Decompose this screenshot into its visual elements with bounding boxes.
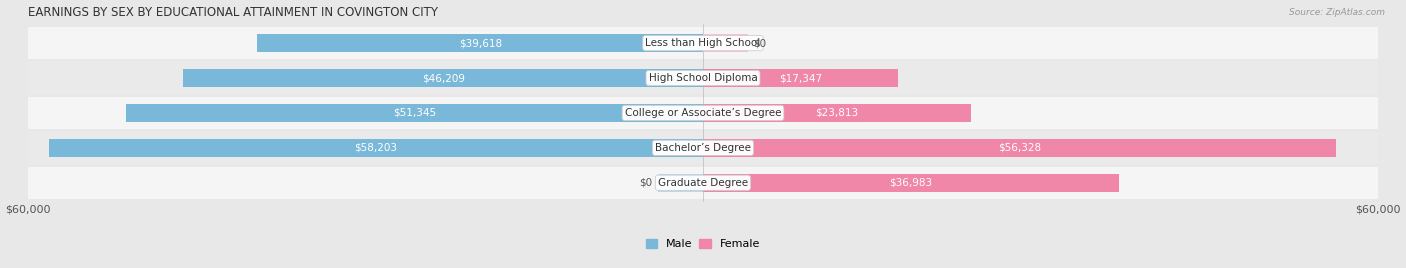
- Text: $58,203: $58,203: [354, 143, 398, 153]
- Text: $17,347: $17,347: [779, 73, 823, 83]
- Bar: [125, 104, 703, 122]
- Bar: [183, 69, 703, 87]
- Text: High School Diploma: High School Diploma: [648, 73, 758, 83]
- Bar: [28, 167, 1378, 199]
- Text: $56,328: $56,328: [998, 143, 1042, 153]
- Text: Graduate Degree: Graduate Degree: [658, 178, 748, 188]
- Bar: [703, 69, 898, 87]
- Bar: [703, 104, 970, 122]
- Text: $0: $0: [754, 38, 766, 48]
- Bar: [658, 174, 703, 192]
- Bar: [28, 132, 1378, 164]
- Text: $46,209: $46,209: [422, 73, 465, 83]
- Text: Less than High School: Less than High School: [645, 38, 761, 48]
- Text: College or Associate’s Degree: College or Associate’s Degree: [624, 108, 782, 118]
- Text: EARNINGS BY SEX BY EDUCATIONAL ATTAINMENT IN COVINGTON CITY: EARNINGS BY SEX BY EDUCATIONAL ATTAINMEN…: [28, 6, 439, 18]
- Text: $51,345: $51,345: [392, 108, 436, 118]
- Text: $39,618: $39,618: [458, 38, 502, 48]
- Bar: [28, 27, 1378, 59]
- Bar: [49, 139, 703, 157]
- Bar: [703, 139, 1337, 157]
- Text: Bachelor’s Degree: Bachelor’s Degree: [655, 143, 751, 153]
- Bar: [28, 97, 1378, 129]
- Bar: [257, 34, 703, 52]
- Bar: [703, 34, 748, 52]
- Bar: [703, 174, 1119, 192]
- Text: $36,983: $36,983: [890, 178, 932, 188]
- Bar: [28, 62, 1378, 94]
- Text: Source: ZipAtlas.com: Source: ZipAtlas.com: [1289, 8, 1385, 17]
- Text: $23,813: $23,813: [815, 108, 859, 118]
- Legend: Male, Female: Male, Female: [641, 234, 765, 253]
- Text: $0: $0: [640, 178, 652, 188]
